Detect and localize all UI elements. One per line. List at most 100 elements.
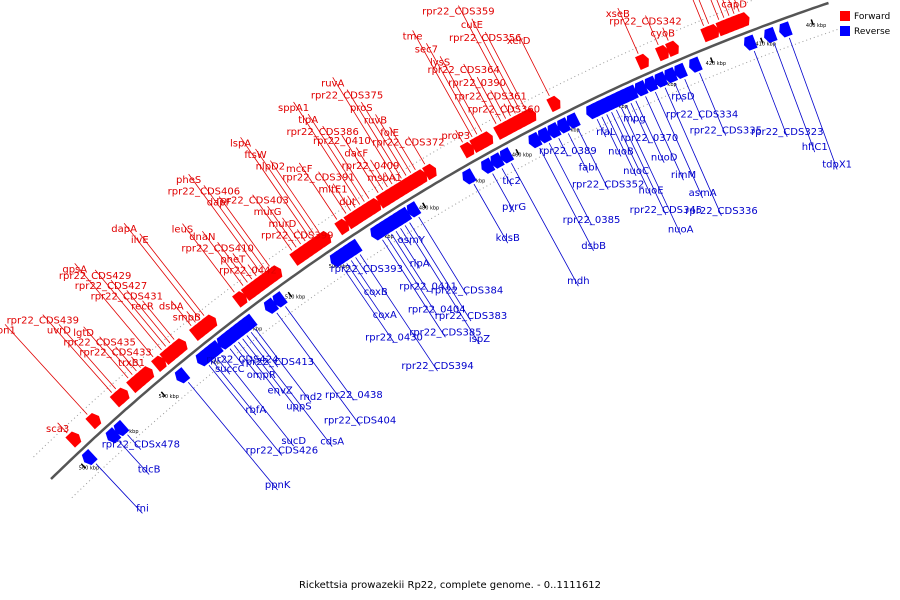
reverse-gene — [689, 56, 703, 73]
reverse-gene — [654, 71, 669, 88]
reverse-gene — [199, 346, 216, 364]
forward-gene-label-leader — [332, 77, 398, 182]
forward-gene-label-leader — [375, 114, 412, 173]
forward-gene-label-leader — [240, 137, 311, 239]
reverse-gene-label: rbfA — [245, 405, 266, 416]
forward-gene-label: lysS — [430, 57, 450, 68]
reverse-gene-label-leader — [664, 87, 722, 216]
tick-label: 500 kbp — [329, 264, 349, 270]
reverse-gene-label-leader — [187, 381, 278, 491]
reverse-gene — [263, 297, 280, 314]
forward-gene-label: sec7 — [415, 44, 438, 55]
reverse-gene-label-leader — [635, 100, 665, 163]
tick-label: 520 kbp — [242, 327, 262, 333]
tick-label: 450 kbp — [559, 128, 579, 134]
forward-gene-label: rpr22_CDS372 — [372, 138, 444, 149]
reverse-gene-label-leader — [753, 50, 788, 138]
forward-gene — [232, 291, 248, 308]
reverse-gene-label: rpr22_0438 — [325, 390, 383, 401]
reverse-gene-label: succC — [215, 364, 245, 375]
reverse-gene-label: rpr22_CDS426 — [246, 446, 318, 457]
forward-gene-label: xerD — [507, 36, 531, 47]
reverse-gene-label-leader — [409, 222, 472, 322]
reverse-gene-label-leader — [346, 263, 386, 320]
reverse-gene-label: osmY — [398, 235, 426, 246]
tick-mark — [80, 463, 86, 469]
forward-gene-label: rpr22_CDS375 — [311, 91, 383, 102]
forward-gene-label: rpr22_CDS356 — [449, 33, 521, 44]
forward-gene-label-leader — [360, 101, 407, 176]
forward-gene-label: rpr22_CDS342 — [609, 16, 681, 27]
forward-gene — [85, 413, 102, 430]
reverse-gene-label: fni — [136, 503, 149, 514]
forward-gene-label-leader — [42, 314, 112, 393]
forward-gene-label-leader — [74, 263, 154, 358]
forward-gene-label-leader — [692, 0, 704, 26]
forward-gene-label-leader — [412, 30, 473, 138]
reverse-gene-label: sucD — [281, 436, 306, 447]
forward-gene-label: ftsW — [244, 150, 266, 161]
reverse-gene-label: rpr22_0404 — [408, 304, 466, 315]
forward-gene-label: dnaN — [189, 232, 215, 243]
reverse-gene — [779, 21, 793, 38]
forward-gene-label: rpr22_CDS410 — [181, 243, 253, 254]
reverse-gene — [370, 224, 386, 241]
forward-gene — [126, 376, 142, 394]
forward-gene-label: sca3 — [46, 424, 69, 435]
reverse-gene-label: rimM — [671, 170, 696, 181]
tick-label: 440 kbp — [608, 104, 628, 110]
forward-gene-label-leader — [267, 206, 297, 248]
reverse-gene-label-leader — [630, 102, 650, 144]
forward-gene-label-leader — [455, 129, 463, 143]
reverse-gene-label-leader — [625, 105, 635, 124]
reverse-gene-label: rpr22_CDS323 — [751, 127, 823, 138]
reverse-gene-label-leader — [473, 183, 509, 244]
forward-gene-label: rpr22_CDS427 — [75, 281, 147, 292]
reverse-gene-label-leader — [773, 43, 816, 153]
reverse-gene — [113, 419, 130, 437]
forward-gene-label-leader — [232, 253, 253, 280]
forward-gene-label: tme — [403, 31, 423, 42]
forward-gene-label: rpr22_CDS435 — [63, 338, 135, 349]
forward-gene-label-leader — [484, 31, 526, 109]
tick-mark — [160, 391, 166, 397]
reverse-gene-label: uppS — [286, 402, 311, 413]
forward-gene — [635, 53, 649, 71]
reverse-gene-label: rpr22_CDS394 — [401, 361, 473, 372]
reverse-gene-label-leader — [418, 216, 468, 296]
reverse-gene-label: ppnK — [265, 480, 291, 491]
forward-gene-label-leader — [57, 422, 68, 434]
reverse-gene — [490, 152, 505, 169]
reverse-gene-label: rpr22_CDS334 — [666, 110, 738, 121]
forward-gene-label-leader — [389, 126, 416, 171]
forward-gene-label-leader — [722, 0, 730, 16]
forward-gene — [459, 141, 475, 159]
tick-label: 550 kbp — [118, 429, 138, 435]
forward-gene-label-leader — [131, 356, 141, 368]
reverse-gene-label-leader — [616, 109, 667, 215]
forward-gene-label: uvrD — [47, 325, 71, 336]
forward-gene-label-leader — [255, 148, 315, 235]
forward-gene-label-leader — [355, 147, 384, 191]
forward-gene-label-leader — [58, 324, 117, 390]
forward-gene-label: mltE1 — [318, 185, 347, 196]
forward-gene-label-leader — [347, 195, 356, 208]
reverse-gene-label-leader — [341, 266, 395, 343]
forward-gene — [240, 284, 257, 302]
genome-backbone — [31, 0, 838, 500]
reverse-gene — [625, 84, 639, 101]
reverse-gene-label-leader — [246, 335, 333, 447]
reverse-gene-label-leader — [217, 358, 231, 375]
reverse-gene-label: rpr22_CDS413 — [242, 357, 314, 368]
forward-gene-label-leader — [322, 125, 370, 199]
reverse-gene-label-leader — [645, 96, 684, 181]
reverse-gene-label-leader — [404, 225, 480, 345]
reverse-gene — [105, 427, 122, 444]
reverse-gene-label-leader — [127, 434, 142, 450]
forward-gene — [159, 348, 176, 365]
reverse-gene-label-leader — [501, 168, 512, 187]
reverse-gene-label-leader — [229, 348, 243, 365]
tick-label: 510 kbp — [285, 295, 305, 301]
forward-gene-label: dsbA — [159, 302, 184, 313]
